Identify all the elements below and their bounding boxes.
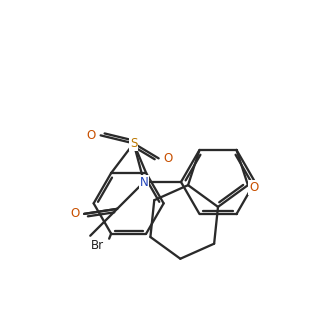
Text: O: O <box>86 129 96 142</box>
Text: S: S <box>130 137 137 150</box>
Text: O: O <box>249 181 259 194</box>
Text: Br: Br <box>91 239 104 252</box>
Text: N: N <box>140 175 148 188</box>
Text: O: O <box>70 207 79 220</box>
Text: O: O <box>164 152 173 165</box>
